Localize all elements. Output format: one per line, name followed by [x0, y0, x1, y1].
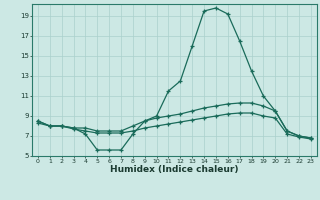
X-axis label: Humidex (Indice chaleur): Humidex (Indice chaleur) [110, 165, 239, 174]
